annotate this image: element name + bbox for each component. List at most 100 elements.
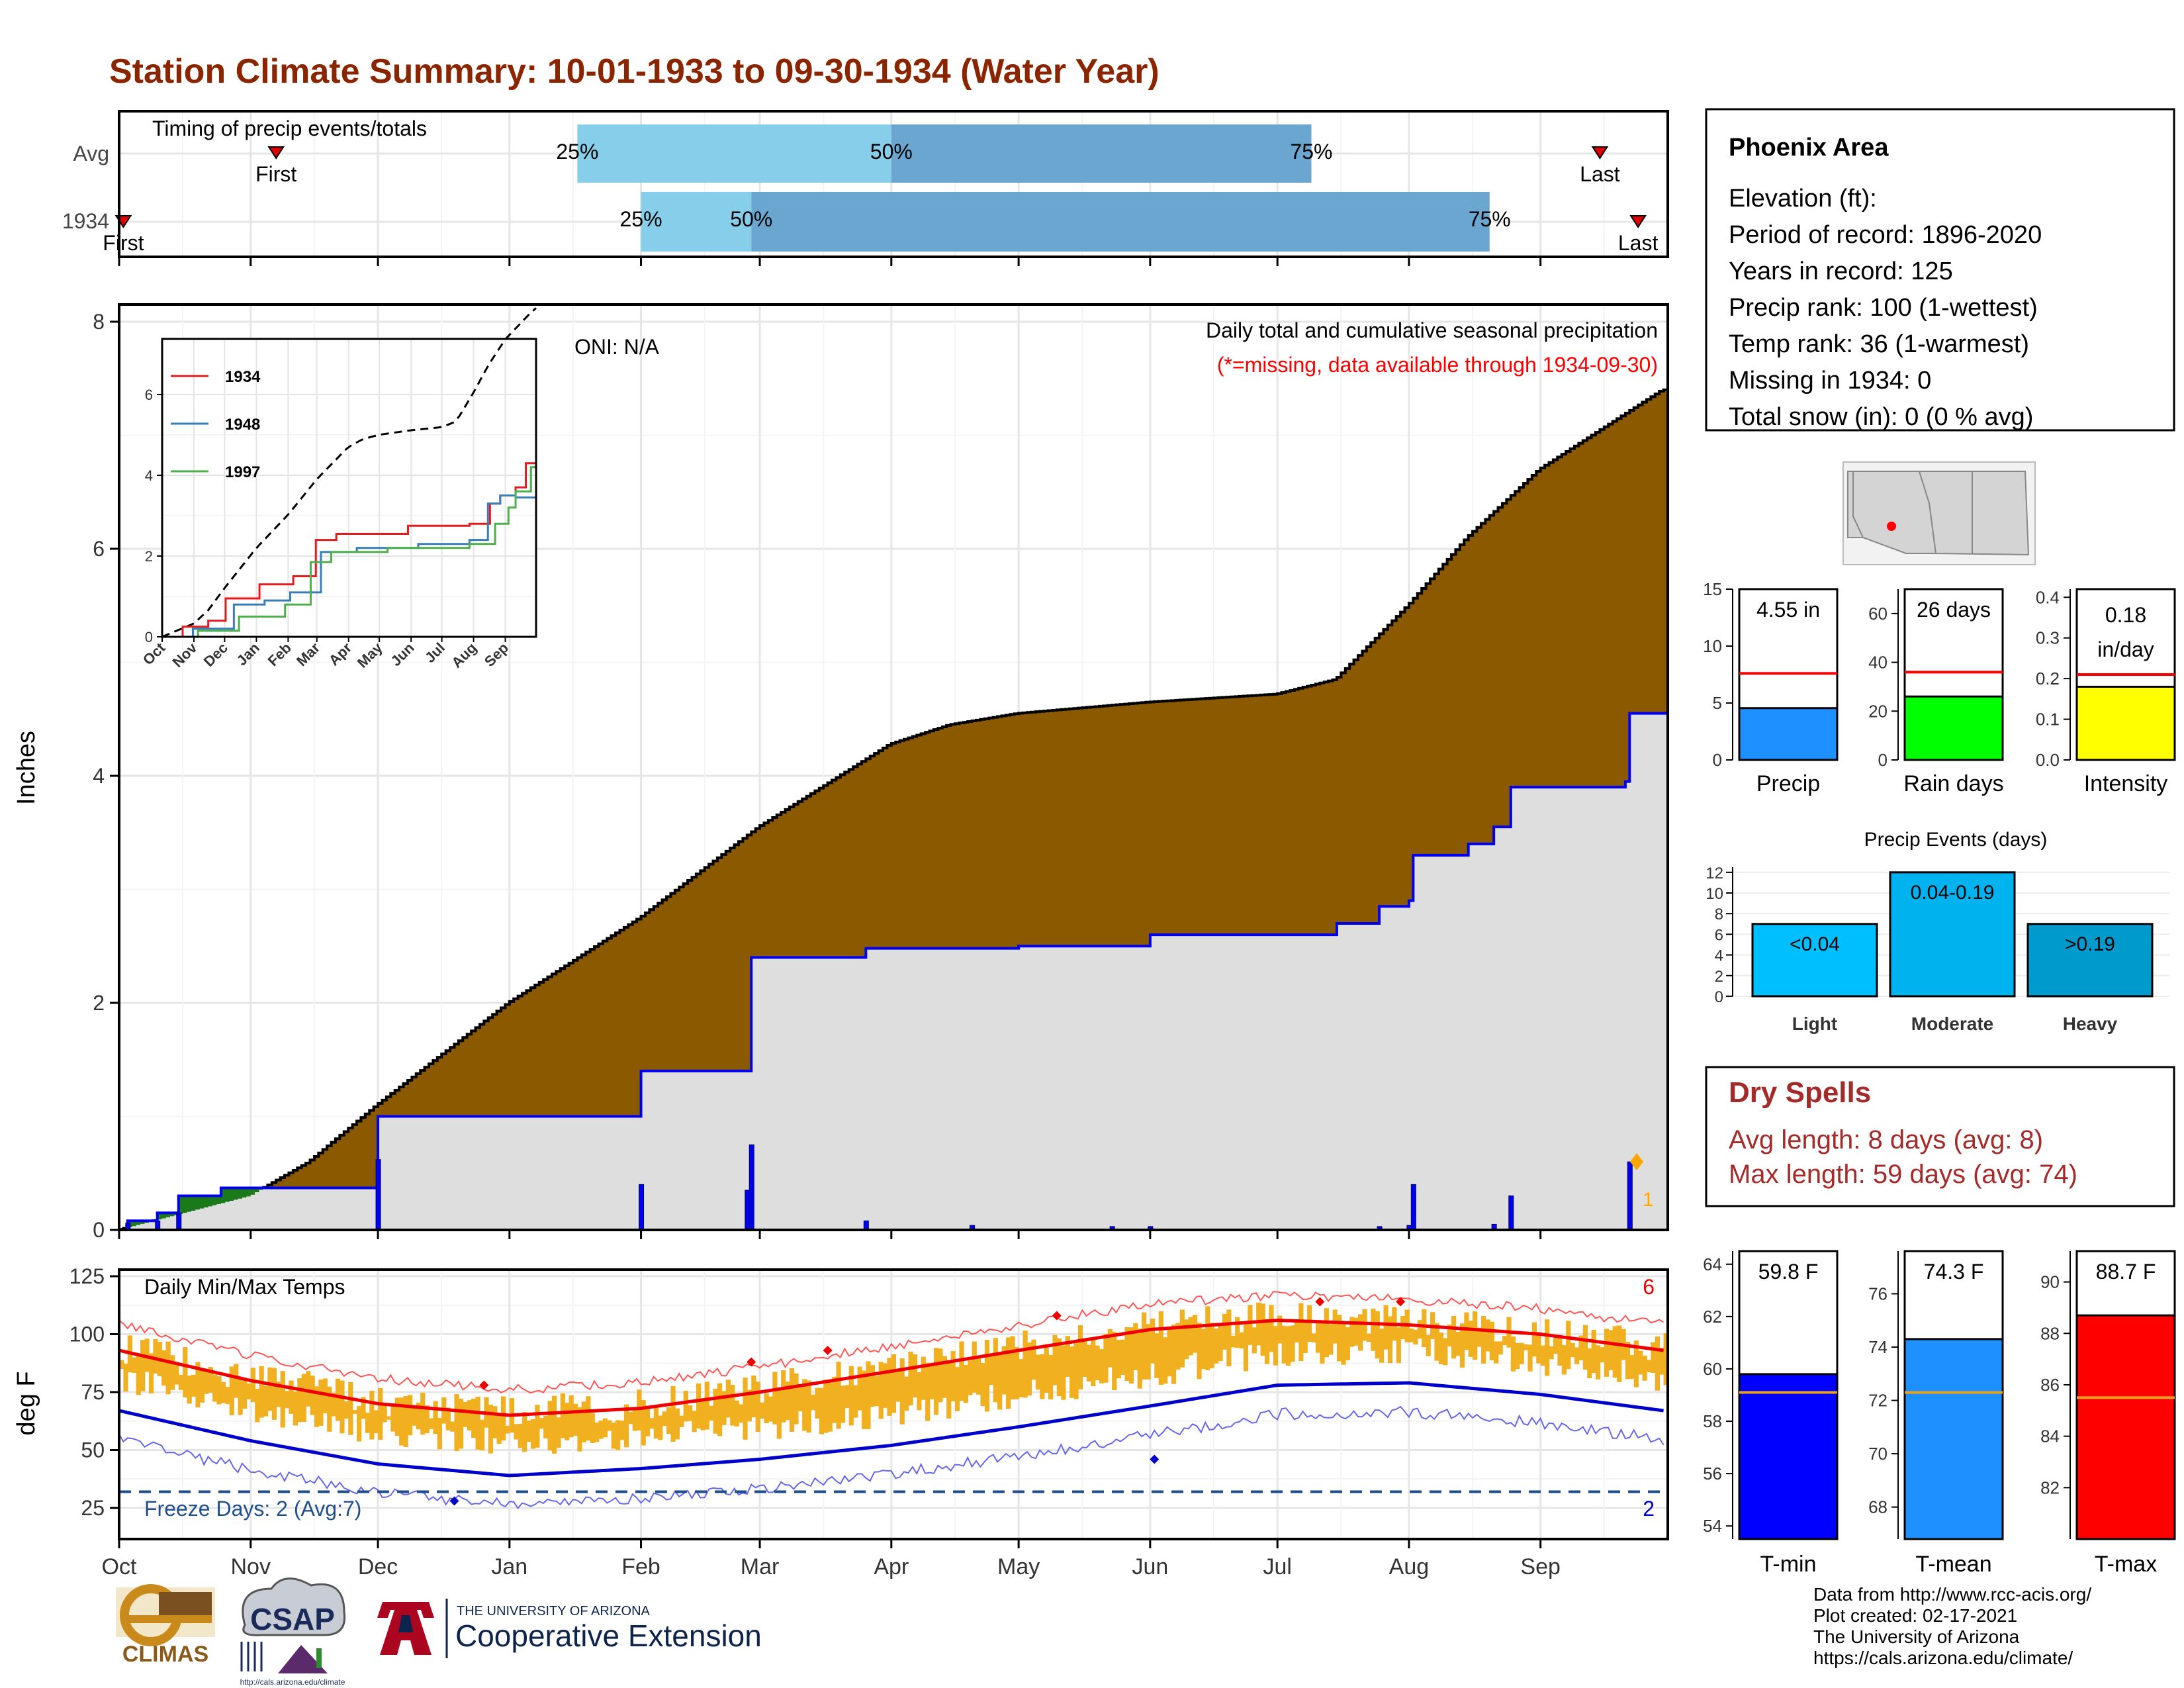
temp-summary-label: T-max (2095, 1552, 2157, 1577)
daily-temp-bar (153, 1338, 158, 1374)
daily-temp-bar (1396, 1327, 1401, 1364)
inset-average-line (161, 307, 537, 638)
daily-temp-bar (1663, 1333, 1668, 1385)
month-label: Jul (1263, 1554, 1291, 1579)
temp-summary-label: T-mean (1915, 1552, 1991, 1577)
daily-temp-bar (857, 1366, 862, 1411)
daily-temp-bar (403, 1396, 408, 1447)
timing-pct-label: 50% (730, 207, 772, 231)
temp-summary-chart: 82 84 86 88 90 88.7 F T-max (2040, 1250, 2176, 1577)
daily-temp-bar (755, 1382, 760, 1432)
daily-temp-bar (1646, 1360, 1652, 1373)
daily-temp-bar (458, 1398, 464, 1449)
daily-temp-bar (760, 1402, 765, 1419)
precip-ytick: 2 (93, 991, 105, 1015)
month-label: Aug (1389, 1554, 1430, 1579)
timing-row-year: 1934 (62, 209, 109, 233)
daily-temp-bar (1434, 1323, 1439, 1361)
temp-summary-label: T-min (1760, 1552, 1817, 1577)
daily-temp-bar (899, 1358, 905, 1425)
daily-temp-bar (954, 1367, 960, 1411)
daily-temp-bar (713, 1388, 718, 1434)
daily-temp-bar (611, 1422, 616, 1449)
record-high-marker (747, 1357, 756, 1367)
daily-temp-bar (628, 1411, 633, 1425)
precip-ytick: 6 (93, 537, 105, 561)
daily-temp-bar (866, 1361, 871, 1430)
daily-temp-bar (1612, 1326, 1617, 1378)
daily-temp-bar (1298, 1303, 1304, 1362)
daily-temp-bar (445, 1407, 451, 1430)
daily-temp-bar (1069, 1346, 1075, 1398)
month-label: Feb (621, 1554, 660, 1579)
precip-ytick: 8 (93, 310, 105, 334)
daily-temp-bar (806, 1380, 811, 1433)
daily-temp-bar (594, 1423, 600, 1442)
daily-temp-bar (908, 1351, 913, 1406)
daily-temp-bar (1604, 1329, 1610, 1377)
daily-temp-bar (772, 1372, 778, 1425)
temp-summary-chart: 68 70 72 74 76 74.3 F T-mean (1868, 1250, 2004, 1577)
summary-label: Precip (1756, 771, 1820, 796)
daily-temp-bar (1600, 1347, 1605, 1362)
daily-temp-bar (1286, 1326, 1291, 1366)
inset-series-line (162, 463, 537, 638)
daily-temp-bar (1515, 1342, 1520, 1370)
inset-ytick: 2 (145, 548, 153, 565)
daily-temp-bar (373, 1410, 379, 1434)
daily-temp-bar (1451, 1316, 1457, 1359)
daily-temp-bar (984, 1340, 990, 1412)
daily-temp-bar (683, 1390, 688, 1422)
daily-temp-bar (1040, 1354, 1045, 1399)
daily-temp-bar (220, 1382, 226, 1403)
summary-value-unit: in/day (2097, 637, 2154, 661)
daily-temp-bar (1116, 1340, 1121, 1379)
daily-temp-bar (1366, 1333, 1372, 1342)
daily-temp-bar (259, 1366, 264, 1418)
daily-temp-bar (1158, 1311, 1163, 1385)
daily-temp-bar (1197, 1323, 1202, 1380)
daily-temp-bar (1468, 1321, 1473, 1357)
daily-temp-bar (1230, 1335, 1236, 1348)
events-tick: 8 (1715, 906, 1723, 923)
summary-tick: 15 (1703, 579, 1722, 599)
precip-count-label: 1 (1643, 1189, 1654, 1211)
daily-temp-bar (1315, 1322, 1321, 1353)
daily-temp-bar (1311, 1333, 1316, 1342)
timing-pct-label: 25% (620, 207, 662, 231)
inset-series-line (162, 494, 536, 638)
daily-temp-bar (815, 1387, 820, 1419)
daily-temp-bar (335, 1378, 341, 1421)
timing-marker-label: Last (1580, 162, 1620, 186)
daily-temp-bar (692, 1411, 697, 1432)
daily-temp-bar (551, 1395, 557, 1454)
month-label: May (997, 1554, 1040, 1579)
average-min-line (118, 1381, 1664, 1477)
daily-temp-bar (789, 1368, 795, 1432)
daily-precip-bar (749, 1144, 754, 1231)
daily-temp-bar (1205, 1306, 1210, 1370)
daily-temp-bar (972, 1341, 977, 1393)
daily-temp-bar (1226, 1309, 1232, 1367)
temp-summary-tick: 54 (1703, 1516, 1722, 1536)
station-info-line: Elevation (ft): (1729, 185, 1877, 212)
daily-temp-bar (1133, 1323, 1138, 1370)
daily-temp-bar (1473, 1311, 1478, 1360)
dry-spells-box: Dry Spells Avg length: 8 days (avg: 8) M… (1705, 1066, 2175, 1207)
timing-row-avg: Avg (73, 142, 109, 165)
daily-temp-bar (776, 1390, 782, 1439)
ua-logo: THE UNIVERSITY OF ARIZONA Cooperative Ex… (377, 1599, 762, 1658)
daily-temp-bar (1608, 1330, 1614, 1370)
daily-temp-bar (1328, 1324, 1334, 1355)
daily-temp-bar (433, 1401, 438, 1434)
daily-temp-bar (1633, 1340, 1639, 1387)
locator-map (1843, 461, 2036, 565)
average-max-line (118, 1318, 1664, 1417)
daily-temp-bar (1464, 1312, 1469, 1350)
temps-label: Daily Min/Max Temps (144, 1275, 345, 1299)
daily-temp-bar (1498, 1341, 1503, 1355)
temp-summary-tick: 88 (2040, 1323, 2060, 1343)
daily-temp-bar (1536, 1332, 1541, 1364)
daily-temp-bar (463, 1401, 468, 1427)
temp-summary-tick: 62 (1703, 1307, 1722, 1327)
